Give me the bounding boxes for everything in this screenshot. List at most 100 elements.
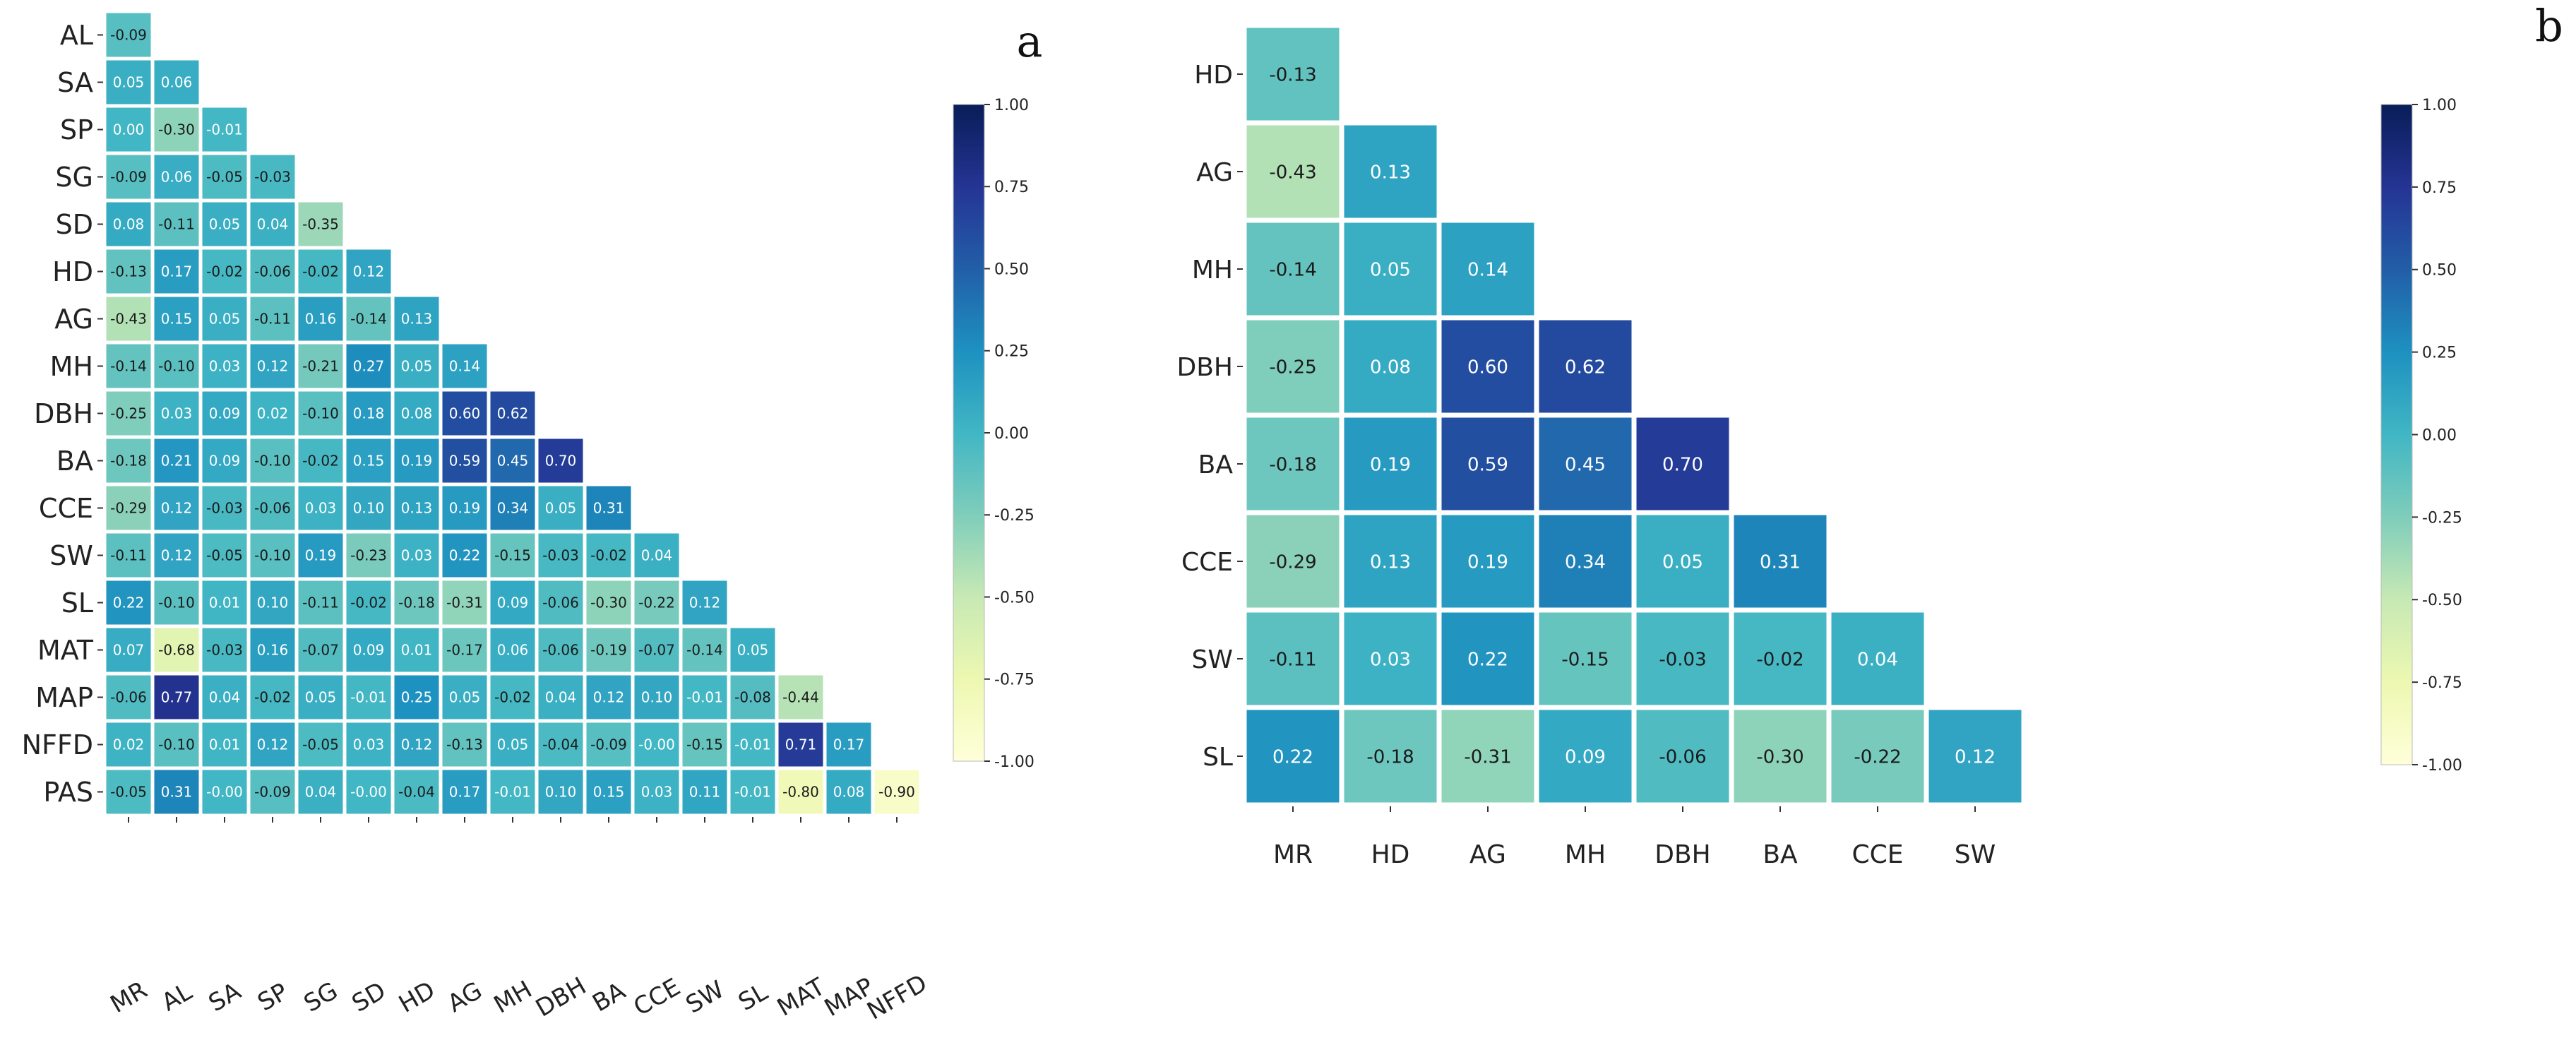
heatmap-cell bbox=[394, 486, 439, 530]
cell-value-label: 0.71 bbox=[785, 736, 817, 753]
cell-value-label: -0.09 bbox=[110, 169, 147, 186]
cell-value-label: 0.18 bbox=[353, 405, 385, 422]
cell-value-label: 0.59 bbox=[1467, 454, 1508, 475]
cell-value-label: -0.03 bbox=[542, 547, 579, 564]
cell-value-label: -0.18 bbox=[1269, 454, 1316, 475]
heatmap-cell bbox=[1636, 515, 1729, 608]
heatmap-cell bbox=[442, 722, 487, 767]
heatmap-cell bbox=[346, 249, 391, 294]
cell-value-label: -0.35 bbox=[302, 216, 339, 233]
cell-value-label: -0.06 bbox=[1659, 746, 1706, 768]
colorbar bbox=[953, 104, 985, 762]
cell-value-label: 0.21 bbox=[161, 453, 193, 470]
cell-value-label: -0.02 bbox=[494, 689, 531, 706]
cell-value-label: -0.18 bbox=[398, 595, 435, 611]
heatmap-cell bbox=[154, 344, 199, 388]
cell-value-label: 0.13 bbox=[401, 500, 433, 517]
cell-value-label: -0.18 bbox=[1366, 746, 1414, 768]
cell-value-label: -0.13 bbox=[1269, 64, 1316, 85]
cell-value-label: -0.10 bbox=[302, 405, 339, 422]
heatmap-cell bbox=[298, 202, 343, 246]
heatmap-cell bbox=[442, 533, 487, 578]
heatmap-cell bbox=[298, 249, 343, 294]
heatmap-cell bbox=[730, 628, 775, 672]
cell-value-label: -0.30 bbox=[1756, 746, 1803, 768]
heatmap-cell bbox=[778, 675, 823, 719]
cell-value-label: 0.05 bbox=[737, 642, 769, 659]
heatmap-cell bbox=[586, 722, 631, 767]
cell-value-label: 0.13 bbox=[1370, 551, 1411, 573]
heatmap-cell bbox=[394, 533, 439, 578]
cell-value-label: 0.10 bbox=[257, 595, 289, 611]
y-tick-label: MAT bbox=[37, 635, 94, 666]
cell-value-label: 0.34 bbox=[1565, 551, 1606, 573]
heatmap-cell bbox=[346, 628, 391, 672]
colorbar-tick-label: 0.50 bbox=[2422, 262, 2457, 280]
cell-value-label: 0.19 bbox=[305, 547, 337, 564]
heatmap-cell bbox=[442, 344, 487, 388]
cell-value-label: 0.10 bbox=[545, 784, 577, 801]
cell-value-label: 0.05 bbox=[497, 736, 529, 753]
y-tick-label: DBH bbox=[1177, 353, 1234, 382]
cell-value-label: 0.14 bbox=[1467, 259, 1508, 280]
heatmap-cell bbox=[202, 628, 247, 672]
heatmap-cell bbox=[490, 533, 535, 578]
cell-value-label: -0.11 bbox=[158, 216, 195, 233]
heatmap-cell bbox=[490, 675, 535, 719]
heatmap-cell bbox=[634, 533, 679, 578]
cell-value-label: -0.10 bbox=[254, 547, 291, 564]
y-tick-label: SP bbox=[60, 114, 93, 145]
heatmap-cell bbox=[1539, 710, 1632, 803]
heatmap-cell bbox=[346, 297, 391, 341]
y-tick-label: AG bbox=[54, 304, 93, 335]
cell-value-label: -0.31 bbox=[446, 595, 483, 611]
cell-value-label: -0.05 bbox=[302, 736, 339, 753]
heatmap-cell bbox=[298, 438, 343, 483]
y-tick-label: SL bbox=[61, 587, 93, 619]
cell-value-label: 0.12 bbox=[1955, 746, 1996, 768]
panel-label: b bbox=[2535, 0, 2563, 52]
heatmap-cell bbox=[346, 438, 391, 483]
cell-value-label: -0.02 bbox=[590, 547, 627, 564]
cell-value-label: -0.14 bbox=[686, 642, 723, 659]
cell-value-label: 0.70 bbox=[545, 453, 577, 470]
cell-value-label: -0.01 bbox=[206, 121, 243, 138]
heatmap-cell bbox=[250, 628, 295, 672]
heatmap-cell bbox=[346, 722, 391, 767]
heatmap-cell bbox=[1734, 612, 1827, 705]
heatmap-cell bbox=[202, 770, 247, 814]
cell-value-label: -0.05 bbox=[110, 784, 147, 801]
colorbar-tick-label: -0.50 bbox=[2422, 592, 2462, 609]
heatmap-cell bbox=[106, 628, 151, 672]
cell-value-label: 0.34 bbox=[497, 500, 529, 517]
heatmap-cell bbox=[250, 391, 295, 436]
colorbar-tick-label: 0.25 bbox=[994, 343, 1029, 361]
cell-value-label: -0.05 bbox=[206, 547, 243, 564]
cell-value-label: 0.04 bbox=[641, 547, 673, 564]
cell-value-label: -0.19 bbox=[590, 642, 627, 659]
cell-value-label: 0.60 bbox=[449, 405, 481, 422]
heatmap-cell bbox=[538, 486, 583, 530]
cell-value-label: -0.29 bbox=[1269, 551, 1316, 573]
cell-value-label: 0.08 bbox=[113, 216, 145, 233]
panel-a-heatmap: -0.09 0.05 0.06 0.00 -0.30 -0.01 -0.09 0.06 -0.0… bbox=[22, 13, 1042, 1025]
heatmap-cell bbox=[106, 344, 151, 388]
cell-value-label: 0.06 bbox=[497, 642, 529, 659]
heatmap-cell bbox=[490, 438, 535, 483]
heatmap-cell bbox=[682, 628, 727, 672]
cell-value-label: 0.62 bbox=[497, 405, 529, 422]
cell-value-label: -0.08 bbox=[734, 689, 771, 706]
cell-value-label: -0.03 bbox=[206, 642, 243, 659]
cell-value-label: 0.07 bbox=[113, 642, 145, 659]
heatmap-cell bbox=[202, 202, 247, 246]
cell-value-label: 0.03 bbox=[305, 500, 337, 517]
cell-value-label: 0.45 bbox=[497, 453, 529, 470]
y-tick-label: SW bbox=[1192, 645, 1233, 674]
heatmap-cell bbox=[1539, 612, 1632, 705]
cell-value-label: -0.43 bbox=[110, 311, 147, 328]
y-tick-label: HD bbox=[52, 256, 93, 287]
cell-value-label: 0.02 bbox=[257, 405, 289, 422]
cell-value-label: -0.01 bbox=[350, 689, 387, 706]
cell-value-label: 0.06 bbox=[161, 74, 193, 91]
cell-value-label: 0.05 bbox=[305, 689, 337, 706]
